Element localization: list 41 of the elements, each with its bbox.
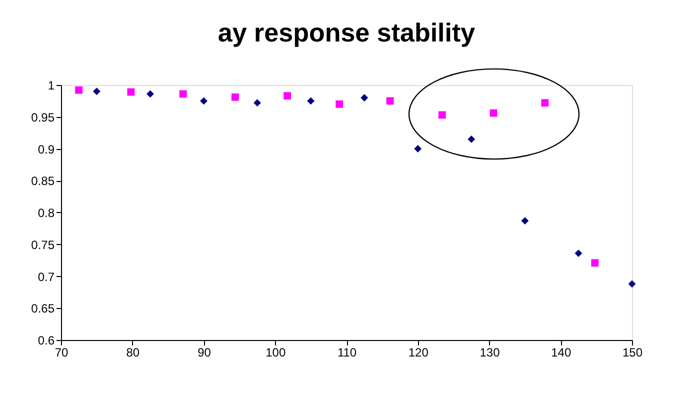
x-tick-label: 140: [551, 346, 572, 360]
x-tick-label: 110: [337, 346, 357, 360]
point: [521, 217, 529, 224]
point: [75, 86, 83, 94]
point: [336, 100, 344, 108]
chart-title: ay response stability: [218, 18, 476, 48]
y-tick-label: 0.95: [31, 110, 55, 124]
point: [468, 135, 476, 143]
point: [574, 250, 582, 258]
y-tick-label: 0.7: [38, 270, 55, 284]
x-tick-label: 150: [622, 346, 643, 360]
point: [414, 145, 422, 152]
point: [179, 90, 187, 98]
point: [231, 93, 239, 101]
y-tick-label: 1: [48, 78, 55, 92]
x-tick-label: 80: [126, 346, 140, 360]
point: [541, 99, 549, 107]
point: [591, 259, 599, 267]
point: [284, 92, 291, 100]
point: [146, 90, 154, 98]
y-tick-label: 0.6: [38, 334, 55, 348]
y-tick-label: 0.65: [31, 302, 55, 316]
x-tick-label: 100: [266, 346, 286, 360]
point: [360, 94, 368, 102]
x-tick-label: 70: [54, 346, 68, 360]
point: [490, 109, 498, 117]
point: [438, 111, 446, 119]
point: [307, 97, 315, 105]
x-tick-label: 130: [480, 346, 500, 360]
x-tick-label: 120: [408, 346, 429, 360]
y-tick-label: 0.85: [31, 174, 55, 188]
point: [92, 88, 100, 96]
point: [127, 88, 135, 96]
y-tick-label: 0.8: [38, 206, 55, 220]
y-tick-label: 0.9: [38, 142, 55, 156]
y-tick-label: 0.75: [31, 238, 55, 252]
x-tick-label: 90: [198, 346, 212, 360]
point: [200, 97, 208, 105]
point: [628, 280, 636, 288]
point: [254, 99, 261, 107]
point: [386, 97, 394, 105]
